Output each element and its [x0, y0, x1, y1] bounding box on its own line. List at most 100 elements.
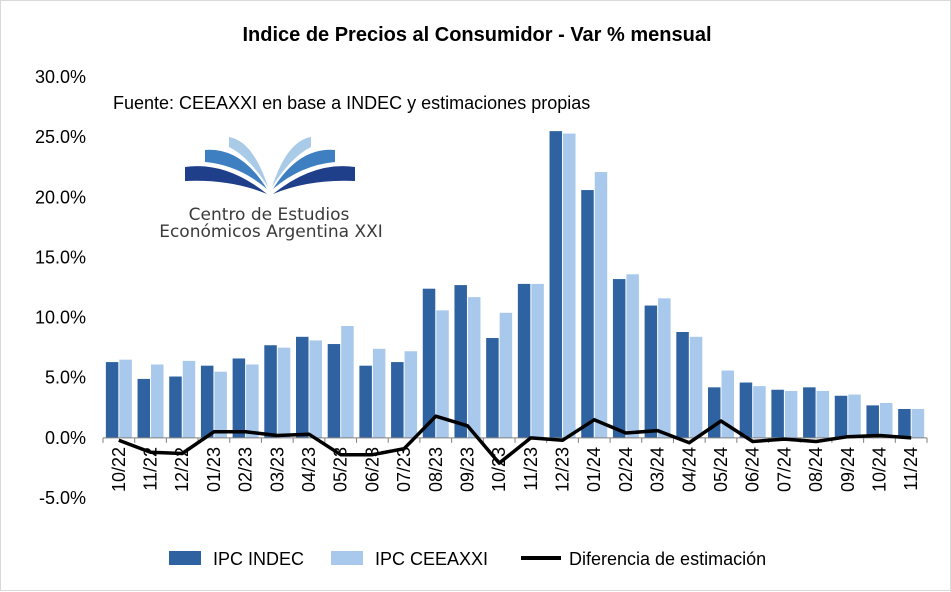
bar-ipc-indec [454, 285, 467, 438]
bar-ipc-indec [486, 338, 499, 438]
bar-ipc-ceeaxxi [119, 359, 132, 438]
bar-ipc-indec [359, 365, 372, 438]
y-tick-label: 30.0% [35, 67, 86, 87]
bar-ipc-ceeaxxi [341, 325, 354, 438]
legend-label: Diferencia de estimación [569, 549, 766, 569]
bar-ipc-ceeaxxi [372, 348, 386, 438]
x-tick-label: 06/24 [743, 447, 763, 492]
bar-ipc-ceeaxxi [848, 394, 861, 438]
x-tick-label: 08/23 [426, 447, 446, 492]
bar-ipc-indec [327, 344, 341, 438]
y-tick-label: 20.0% [35, 187, 86, 207]
bar-ipc-indec [169, 376, 182, 438]
legend-swatch [331, 551, 363, 565]
x-tick-label: 09/24 [838, 447, 858, 492]
logo-book-icon [185, 137, 355, 194]
bar-ipc-ceeaxxi [151, 364, 164, 438]
bar-ipc-ceeaxxi [277, 347, 291, 438]
bar-ipc-ceeaxxi [246, 364, 259, 438]
bar-ipc-indec [739, 382, 753, 438]
bar-ipc-ceeaxxi [911, 408, 925, 438]
bar-ipc-indec [581, 190, 594, 438]
legend: IPC INDEC IPC CEEAXXI Diferencia de estima… [169, 549, 766, 569]
bar-ipc-indec [676, 332, 689, 438]
bar-ipc-ceeaxxi [689, 336, 703, 438]
bar-ipc-ceeaxxi [721, 370, 734, 438]
bar-ipc-indec [803, 387, 816, 438]
x-tick-label: 03/23 [267, 447, 287, 492]
logo-text-line-1: Centro de Estudios [189, 205, 350, 225]
x-tick-label: 07/24 [774, 447, 794, 492]
bar-ipc-ceeaxxi [309, 340, 322, 438]
bar-ipc-indec [612, 279, 626, 438]
bar-ipc-ceeaxxi [436, 310, 449, 438]
x-tick-label: 12/22 [172, 447, 192, 492]
bar-ipc-ceeaxxi [658, 298, 671, 438]
bar-ipc-ceeaxxi [626, 274, 639, 438]
source-annotation: Fuente: CEEAXXI en base a INDEC y estima… [113, 93, 590, 113]
x-tick-label: 02/24 [616, 447, 636, 492]
bar-ipc-indec [232, 358, 246, 438]
bar-ipc-ceeaxxi [404, 351, 418, 438]
bar-ipc-indec [644, 305, 658, 438]
bar-ipc-indec [391, 362, 404, 438]
x-tick-label: 11/23 [521, 447, 541, 491]
bar-ipc-ceeaxxi [784, 390, 798, 438]
bar-ipc-indec [898, 408, 911, 438]
bar-ipc-ceeaxxi [879, 402, 893, 438]
y-tick-label: 5.0% [45, 368, 86, 388]
bar-ipc-ceeaxxi [753, 386, 766, 438]
legend-label: IPC INDEC [213, 549, 304, 569]
x-tick-label: 03/24 [648, 447, 668, 492]
bar-ipc-ceeaxxi [214, 371, 227, 438]
y-tick-label: 0.0% [45, 428, 86, 448]
bar-ipc-ceeaxxi [467, 297, 481, 438]
bar-ipc-indec [866, 405, 879, 438]
bar-ipc-ceeaxxi [563, 133, 576, 438]
bar-ipc-ceeaxxi [594, 172, 608, 438]
bar-ipc-ceeaxxi [531, 283, 544, 438]
x-tick-label: 05/23 [331, 447, 351, 492]
x-tick-label: 11/22 [141, 447, 161, 491]
bars [105, 131, 925, 438]
y-axis: -5.0% 0.0% 5.0% 10.0% 15.0% 20.0% 25.0% 30.0% [35, 67, 86, 508]
bar-ipc-indec [200, 365, 214, 438]
bar-ipc-ceeaxxi [499, 312, 513, 438]
bar-ipc-ceeaxxi [816, 390, 830, 438]
x-tick-label: 04/23 [299, 447, 319, 492]
bar-ipc-indec [771, 389, 784, 438]
bar-ipc-indec [105, 362, 119, 438]
x-tick-label: 01/24 [584, 447, 604, 492]
bar-ipc-indec [549, 131, 563, 438]
bar-ipc-indec [834, 395, 848, 438]
x-tick-label: 10/22 [109, 447, 129, 492]
x-tick-label: 07/23 [394, 447, 414, 492]
bar-ipc-indec [137, 378, 151, 438]
x-tick-label: 10/23 [489, 447, 509, 492]
x-tick-label: 10/24 [869, 447, 889, 492]
x-axis-labels: 10/22 11/22 12/22 01/23 02/23 03/23 04/23 05/23… [109, 447, 921, 492]
logo-text-line-2: Económicos Argentina XXI [159, 222, 383, 242]
bar-ipc-indec [264, 345, 277, 438]
logo: Centro de Estudios Económicos Argentina … [159, 137, 383, 242]
bar-ipc-indec [422, 288, 436, 438]
legend-label: IPC CEEAXXI [375, 549, 488, 569]
x-tick-label: 02/23 [236, 447, 256, 492]
bar-ipc-indec [517, 283, 531, 438]
chart-title: Indice de Precios al Consumidor - Var % … [242, 24, 711, 46]
bar-ipc-ceeaxxi [182, 360, 196, 438]
x-tick-label: 11/24 [901, 447, 921, 491]
x-tick-label: 12/23 [553, 447, 573, 492]
bar-ipc-indec [296, 336, 309, 438]
x-tick-label: 04/24 [679, 447, 699, 492]
x-tick-label: 01/23 [204, 447, 224, 492]
difference-line [118, 414, 912, 465]
x-tick-label: 06/23 [362, 447, 382, 492]
x-tick-label: 05/24 [711, 447, 731, 492]
legend-swatch [169, 551, 201, 565]
y-tick-label: 10.0% [35, 308, 86, 328]
y-tick-label: 15.0% [35, 247, 86, 267]
y-tick-label: -5.0% [39, 488, 86, 508]
